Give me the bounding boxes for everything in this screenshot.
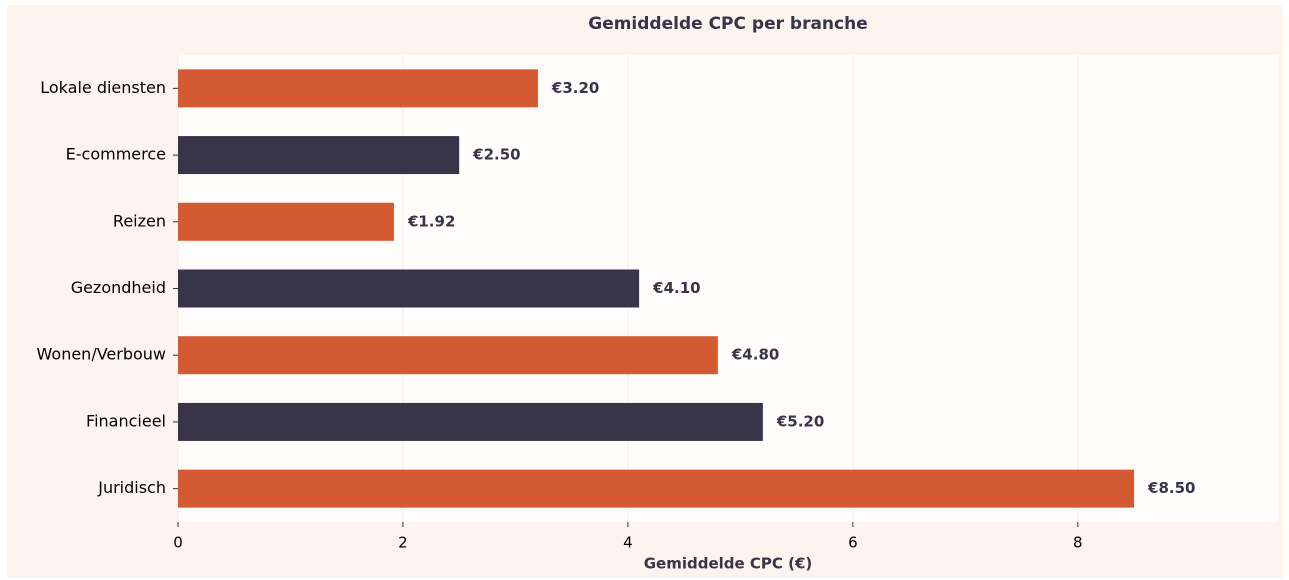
value-label: €2.50 [472,146,520,164]
y-tick-label: Reizen [113,211,166,230]
bar [178,269,640,308]
bar [178,202,394,241]
x-tick-label: 4 [623,534,633,552]
x-tick-label: 8 [1073,534,1083,552]
value-label: €4.80 [731,346,779,364]
chart-title: Gemiddelde CPC per branche [588,14,868,34]
bar [178,136,460,175]
y-tick-label: Financieel [86,411,166,430]
bar [178,336,718,375]
value-label: €5.20 [776,412,824,430]
bar [178,469,1135,508]
bar [178,69,538,108]
y-tick-label: E-commerce [66,145,166,164]
value-label: €4.10 [652,279,700,297]
y-tick-label: Wonen/Verbouw [37,345,166,364]
x-tick-label: 6 [848,534,858,552]
x-tick-label: 0 [173,534,183,552]
y-tick-label: Juridisch [97,478,166,497]
value-label: €3.20 [551,79,599,97]
y-tick-label: Gezondheid [71,278,166,297]
x-axis-label: Gemiddelde CPC (€) [644,555,813,573]
value-label: €8.50 [1147,479,1195,497]
bar [178,402,763,441]
value-label: €1.92 [407,212,455,230]
x-tick-label: 2 [398,534,408,552]
y-tick-label: Lokale diensten [40,78,166,97]
